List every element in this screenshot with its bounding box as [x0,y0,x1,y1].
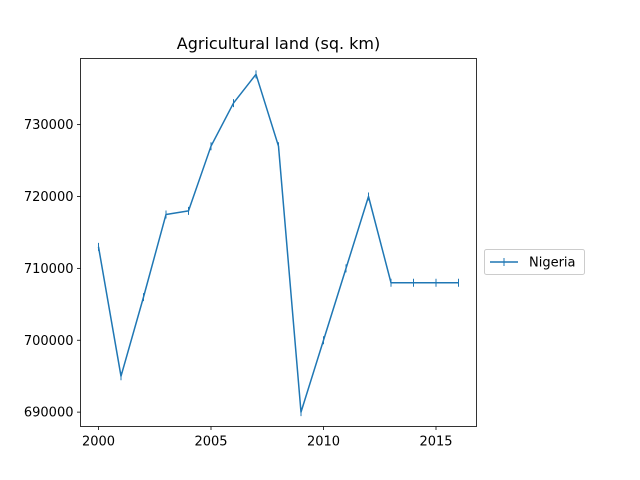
plot-frame [80,58,477,427]
x-axis: 2000 2005 2010 2015 [82,426,453,450]
x-tick-label: 2015 [419,435,452,450]
x-tick-label: 2010 [307,435,340,450]
plot-area [80,58,477,427]
y-tick-label: 690000 [24,406,74,421]
x-tick-label: 2000 [82,435,115,450]
x-tick-label: 2005 [194,435,227,450]
legend-label: Nigeria [529,256,576,271]
y-axis: 690000 700000 710000 720000 730000 [24,118,81,421]
series-layer [97,70,459,417]
legend: Nigeria [484,249,585,275]
series-line-nigeria [97,73,459,413]
chart-title: Agricultural land (sq. km) [177,34,380,53]
y-tick-label: 710000 [24,262,74,277]
y-tick-label: 730000 [24,118,74,133]
y-tick-label: 700000 [24,334,74,349]
y-tick-label: 720000 [24,190,74,205]
legend-box [484,249,585,275]
